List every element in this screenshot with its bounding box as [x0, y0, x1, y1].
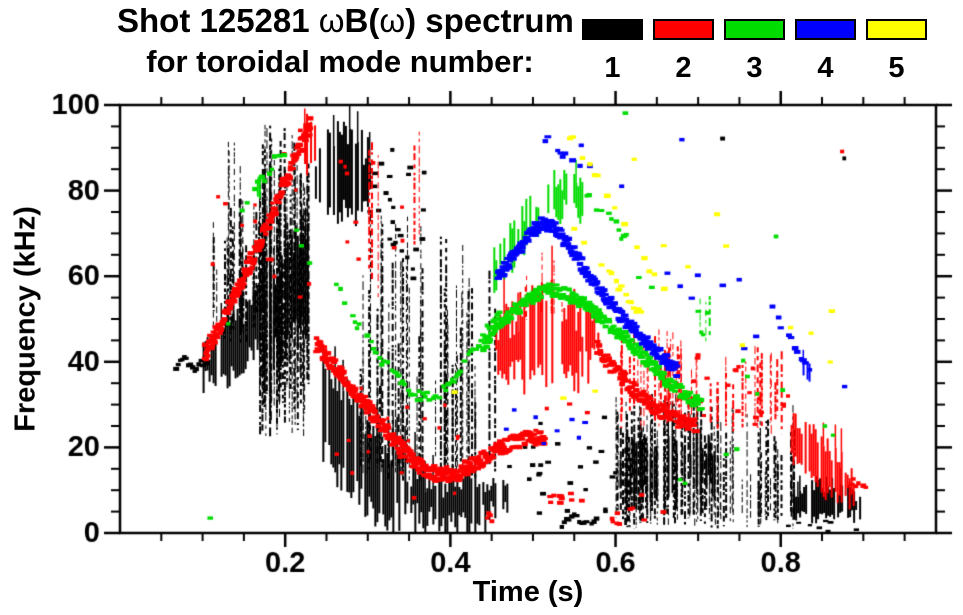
- chart-subtitle: for toroidal mode number:: [146, 43, 534, 79]
- legend-swatch-4: [795, 19, 856, 40]
- chart-title-segment: ω: [379, 2, 406, 39]
- y-axis-label: Frequency (kHz): [9, 206, 42, 432]
- legend-label-2: 2: [675, 52, 692, 84]
- legend-item-1: 1: [582, 19, 643, 83]
- legend-label-1: 1: [604, 52, 621, 84]
- legend-label-4: 4: [817, 52, 834, 84]
- legend-swatch-2: [653, 19, 714, 40]
- legend-item-4: 4: [795, 19, 856, 83]
- legend-swatch-1: [582, 19, 643, 40]
- chart-title-segment: B(: [344, 2, 380, 39]
- legend-swatch-3: [724, 19, 785, 40]
- legend-label-5: 5: [888, 52, 905, 84]
- legend-item-3: 3: [724, 19, 785, 83]
- chart-title: Shot 125281 ωB(ω) spectrum: [117, 2, 574, 39]
- legend-label-3: 3: [746, 52, 763, 84]
- chart-title-segment: ) spectrum: [405, 2, 574, 39]
- chart-title-block: Shot 125281 ωB(ω) spectrum for toroidal …: [117, 2, 574, 79]
- legend-item-5: 5: [866, 19, 927, 83]
- chart-title-segment: Shot 125281: [117, 2, 319, 39]
- x-axis-label: Time (s): [472, 576, 584, 608]
- legend-item-2: 2: [653, 19, 714, 83]
- chart-title-segment: ω: [318, 2, 345, 39]
- legend: 1 2 3 4 5: [582, 19, 927, 83]
- legend-swatch-5: [866, 19, 927, 40]
